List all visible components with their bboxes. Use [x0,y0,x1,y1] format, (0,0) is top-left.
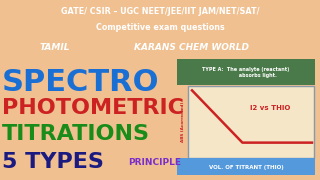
Text: PRINCIPLE: PRINCIPLE [128,158,181,166]
Bar [177,158,315,175]
Text: Competitive exam questions: Competitive exam questions [96,23,224,32]
Text: I2 vs THIO: I2 vs THIO [250,105,290,111]
Text: ABS (Acorrected): ABS (Acorrected) [181,102,185,142]
Text: TITRATIONS: TITRATIONS [2,124,150,144]
Bar [177,60,315,85]
Text: KARANS CHEM WORLD: KARANS CHEM WORLD [134,43,250,52]
Text: VOL. OF TITRANT (THIO): VOL. OF TITRANT (THIO) [209,165,284,170]
Text: GATE/ CSIR – UGC NEET/JEE/IIT JAM/NET/SAT/: GATE/ CSIR – UGC NEET/JEE/IIT JAM/NET/SA… [61,6,259,15]
Text: 5 TYPES: 5 TYPES [2,152,104,172]
Text: PHOTOMETRIC: PHOTOMETRIC [2,98,184,118]
Text: TAMIL: TAMIL [39,43,70,52]
Text: SPECTRO: SPECTRO [2,68,159,97]
Text: TYPE A:  The analyte (reactant)
             absorbs light.: TYPE A: The analyte (reactant) absorbs l… [202,67,290,78]
Bar [188,86,314,158]
